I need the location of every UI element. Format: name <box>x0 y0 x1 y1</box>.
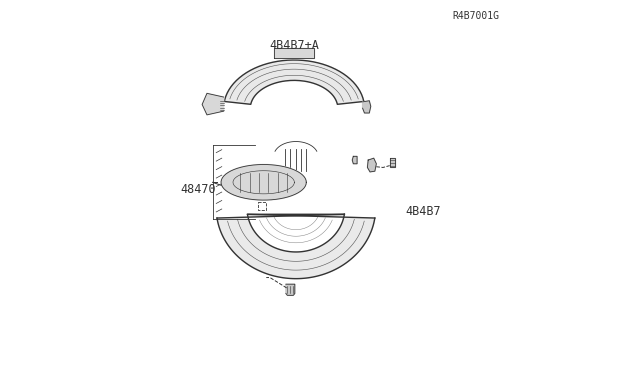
Polygon shape <box>202 93 223 115</box>
Polygon shape <box>221 164 307 200</box>
Text: 4B4B7+A: 4B4B7+A <box>269 39 319 52</box>
Polygon shape <box>286 284 295 295</box>
Polygon shape <box>225 60 364 104</box>
Text: 4B4B7: 4B4B7 <box>405 205 441 218</box>
Text: 48470: 48470 <box>180 183 216 196</box>
Text: R4B7001G: R4B7001G <box>452 10 500 20</box>
Polygon shape <box>390 158 396 167</box>
Polygon shape <box>367 158 376 172</box>
Polygon shape <box>352 156 357 164</box>
Polygon shape <box>217 214 375 279</box>
Polygon shape <box>363 101 371 113</box>
Polygon shape <box>274 48 314 58</box>
